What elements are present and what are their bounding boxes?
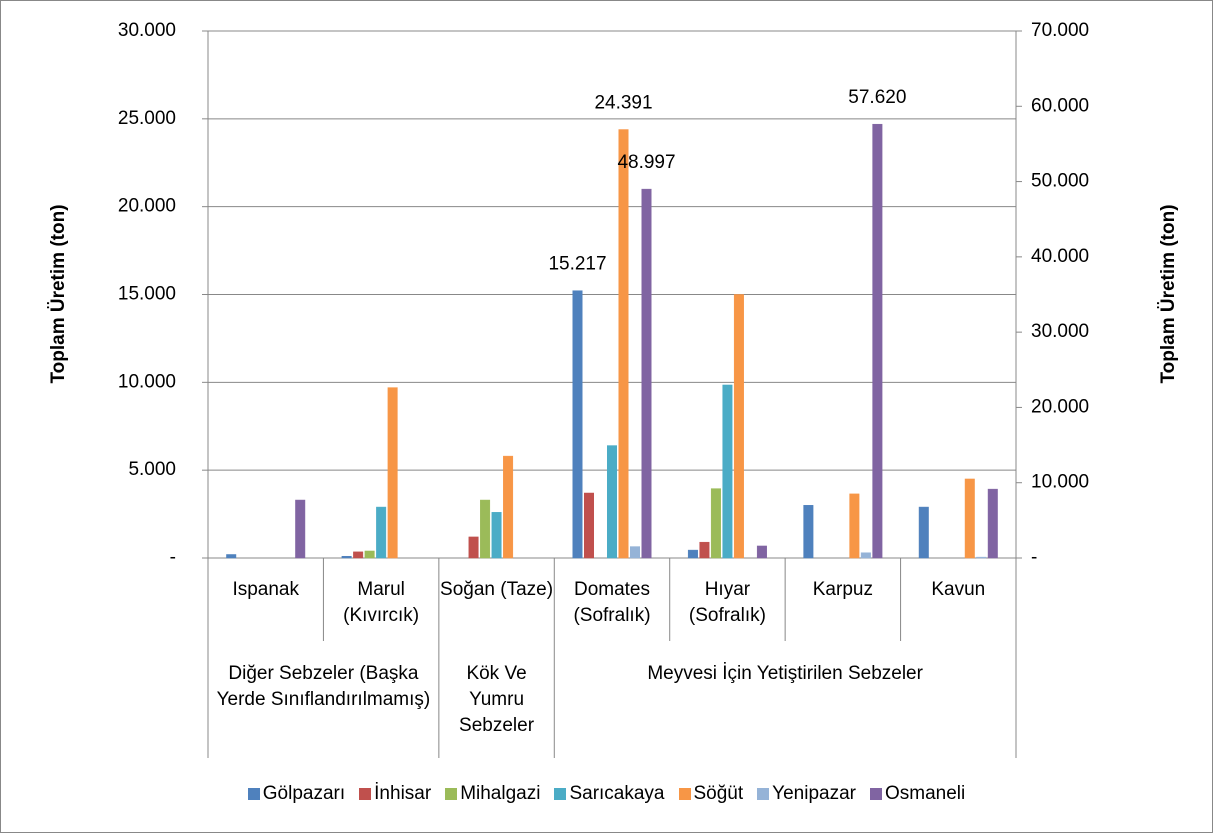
bar bbox=[607, 445, 617, 559]
legend-label: Söğüt bbox=[693, 783, 744, 804]
bar bbox=[722, 384, 733, 559]
bar bbox=[699, 541, 710, 559]
y-tick-label: 5.000 bbox=[128, 459, 176, 480]
group-label: Meyvesi İçin Yetiştirilen Sebzeler bbox=[647, 663, 923, 684]
x-tick-label: Ispanak bbox=[232, 579, 299, 600]
legend-label: Sarıcakaya bbox=[569, 783, 665, 804]
x-tick-label: Karpuz bbox=[812, 579, 873, 600]
bar bbox=[353, 551, 364, 559]
x-tick-label: Kavun bbox=[931, 579, 986, 600]
y-tick-label: - bbox=[170, 547, 176, 568]
data-label: 57.620 bbox=[848, 87, 906, 108]
bar bbox=[295, 499, 306, 559]
y2-tick-label: 20.000 bbox=[1031, 396, 1089, 417]
bar bbox=[918, 506, 929, 559]
y2-tick-label: - bbox=[1031, 547, 1037, 568]
data-label: 15.217 bbox=[548, 254, 606, 275]
x-tick-label: Marul (Kıvırcık) bbox=[343, 579, 420, 626]
bar bbox=[341, 555, 352, 559]
y2-tick-label: 30.000 bbox=[1031, 321, 1089, 342]
x-tick-label: Soğan (Taze) bbox=[440, 579, 554, 600]
y-tick-label: 20.000 bbox=[118, 196, 176, 217]
bar bbox=[387, 387, 398, 559]
bar bbox=[964, 478, 975, 559]
bar bbox=[468, 536, 479, 559]
bar bbox=[710, 488, 721, 559]
bar bbox=[849, 493, 860, 559]
bar bbox=[641, 188, 652, 559]
legend-swatch bbox=[247, 788, 260, 800]
legend-item: Sarıcakaya bbox=[554, 783, 665, 805]
bar bbox=[987, 488, 998, 559]
bar bbox=[584, 492, 594, 559]
y-tick-label: 15.000 bbox=[118, 284, 176, 305]
y2-axis-label: Toplam Üretim (ton) bbox=[1158, 204, 1179, 383]
legend-item: Yenipazar bbox=[757, 783, 856, 805]
bar bbox=[503, 455, 514, 559]
legend-label: İnhisar bbox=[374, 783, 432, 804]
legend: Gölpazarı İnhisar Mihalgazi Sarıcakaya Söğüt… bbox=[1, 783, 1212, 805]
bar bbox=[491, 512, 502, 559]
y2-tick-label: 40.000 bbox=[1031, 246, 1089, 267]
legend-swatch bbox=[359, 788, 372, 800]
bar bbox=[572, 290, 583, 559]
bar bbox=[618, 129, 629, 559]
y2-tick-label: 60.000 bbox=[1031, 95, 1089, 116]
legend-item: Osmaneli bbox=[869, 783, 966, 805]
bar bbox=[687, 549, 698, 559]
legend-swatch bbox=[869, 788, 882, 800]
legend-swatch bbox=[445, 788, 458, 800]
legend-swatch bbox=[554, 788, 567, 800]
y-tick-label: 10.000 bbox=[118, 371, 176, 392]
x-tick-label: Domates (Sofralık) bbox=[573, 579, 651, 626]
x-tick-label: Hıyar (Sofralık) bbox=[688, 579, 766, 626]
y-tick-label: 25.000 bbox=[118, 108, 176, 129]
bar bbox=[376, 506, 387, 559]
legend-label: Gölpazarı bbox=[262, 783, 346, 804]
bar bbox=[364, 550, 375, 559]
y-axis-label: Toplam Üretim (ton) bbox=[48, 204, 69, 383]
bar bbox=[803, 505, 814, 559]
data-label: 24.391 bbox=[594, 93, 652, 114]
bar bbox=[630, 546, 640, 559]
bar bbox=[480, 499, 491, 559]
legend-swatch bbox=[678, 788, 691, 800]
legend-swatch bbox=[757, 788, 770, 800]
y-tick-label: 30.000 bbox=[118, 20, 176, 41]
legend-label: Mihalgazi bbox=[460, 783, 541, 804]
legend-item: Söğüt bbox=[678, 783, 744, 805]
data-label: 48.997 bbox=[617, 152, 675, 173]
legend-item: İnhisar bbox=[359, 783, 431, 805]
group-label: Kök Ve Yumru Sebzeler bbox=[459, 663, 535, 736]
bar bbox=[976, 556, 987, 559]
bar bbox=[756, 545, 767, 559]
bar bbox=[226, 554, 237, 559]
legend-item: Mihalgazi bbox=[445, 783, 540, 805]
legend-label: Osmaneli bbox=[884, 783, 966, 804]
legend-label: Yenipazar bbox=[772, 783, 856, 804]
legend-item: Gölpazarı bbox=[247, 783, 346, 805]
y2-tick-label: 50.000 bbox=[1031, 171, 1089, 192]
bar bbox=[860, 552, 871, 559]
bar bbox=[872, 123, 883, 559]
bar bbox=[733, 294, 744, 559]
group-label: Diğer Sebzeler (Başka Yerde Sınıflandırı… bbox=[216, 663, 431, 710]
y2-tick-label: 70.000 bbox=[1031, 20, 1089, 41]
y2-tick-label: 10.000 bbox=[1031, 472, 1089, 493]
